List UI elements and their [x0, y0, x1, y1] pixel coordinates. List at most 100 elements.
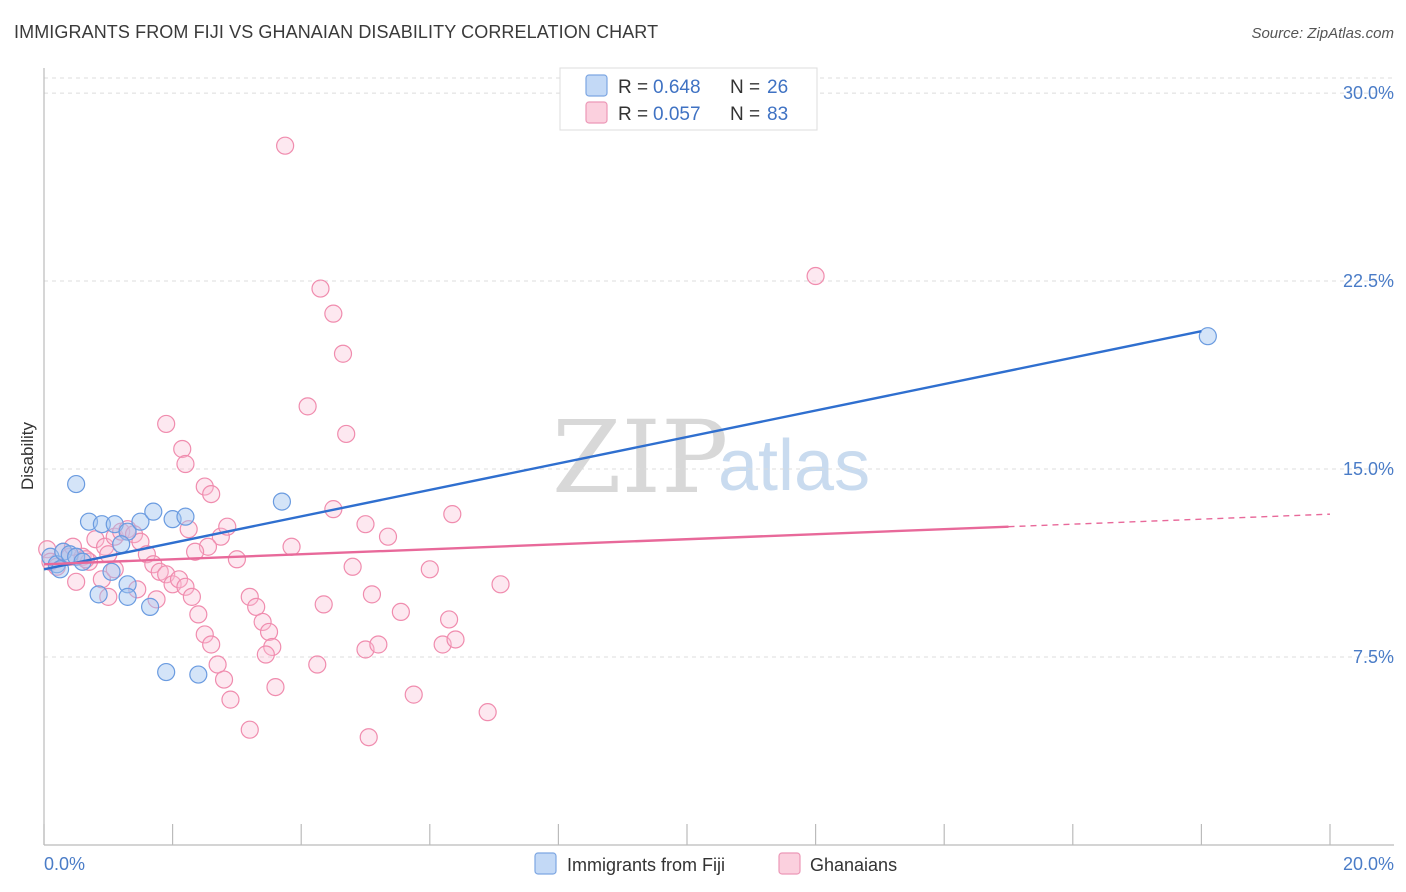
series-legend-swatch-fiji [534, 852, 557, 875]
legend-n-value-ghanaians: 83 [767, 104, 788, 125]
y-tick-label-1: 15.0% [1343, 459, 1394, 479]
ghanaians-point-23 [182, 587, 201, 606]
ghanaians-point-33 [195, 477, 214, 496]
y-axis-label: Disability [18, 421, 37, 490]
series-legend-label-fiji: Immigrants from Fiji [567, 855, 725, 875]
fiji-point-19 [118, 575, 137, 594]
ghanaians-point-26 [202, 635, 221, 654]
ghanaians-point-59 [369, 635, 388, 654]
ghanaians-point-63 [439, 610, 459, 629]
ghanaians-point-80 [362, 585, 382, 604]
ghanaians-point-81 [391, 602, 410, 622]
legend-swatch-ghanaians [585, 101, 608, 124]
ghanaians-point-21 [169, 570, 189, 589]
correlation-legend: R = 0.648 N = 26 R = 0.057 N = 83 [559, 67, 818, 131]
ghanaians-point-64 [443, 505, 462, 524]
trend-line-fiji [43, 330, 1202, 571]
fiji-point-20 [118, 587, 137, 606]
ghanaians-point-58 [359, 728, 378, 747]
ghanaians-point-61 [404, 685, 423, 704]
y-tick-labels: 7.5% 15.0% 22.5% 30.0% [1343, 83, 1394, 667]
series-legend-label-ghanaians: Ghanaians [810, 855, 897, 875]
ghanaians-point-51 [333, 344, 353, 363]
ghanaians-point-82 [420, 560, 439, 579]
ghanaians-point-45 [240, 720, 259, 739]
ghanaians-point-48 [298, 397, 317, 416]
ghanaians-point-79 [308, 655, 327, 674]
ghanaians-point-49 [311, 279, 330, 298]
fiji-point-22 [157, 662, 176, 682]
ghanaians-point-39 [240, 587, 259, 606]
ghanaians-point-50 [324, 304, 343, 323]
ghanaians-point-78 [256, 645, 275, 664]
ghanaians-point-71 [147, 590, 166, 609]
y-tick-label-3: 30.0% [1343, 83, 1394, 103]
fiji-point-17 [102, 562, 121, 581]
ghanaians-point-44 [266, 677, 285, 697]
ghanaians-point-54 [314, 595, 333, 614]
series-legend-swatch-ghanaians [778, 852, 801, 875]
ghanaians-point-40 [247, 597, 266, 616]
fiji-point-15 [272, 492, 292, 511]
axes [43, 68, 1394, 846]
trend-layer [43, 330, 1331, 571]
legend-n-label-fiji: N = [730, 77, 760, 98]
ghanaians-point-77 [186, 542, 205, 561]
ghanaians-point-60 [378, 527, 398, 546]
x-tick-label-max: 20.0% [1343, 854, 1394, 874]
ghanaians-point-7 [86, 530, 105, 549]
ghanaians-point-38 [227, 550, 246, 569]
fiji-point-11 [131, 512, 150, 531]
legend-r-label-ghanaians: R = [618, 104, 648, 125]
watermark-atlas: atlas [718, 426, 870, 506]
trend-line-ghanaians-extension [1008, 513, 1331, 528]
ghanaians-point-46 [276, 136, 295, 155]
fiji-point-21 [140, 597, 160, 616]
ghanaians-point-34 [202, 484, 221, 504]
ghanaians-point-55 [343, 557, 362, 576]
ghanaians-point-24 [189, 605, 208, 624]
ghanaians-point-47 [282, 537, 301, 556]
fiji-point-6 [67, 474, 86, 494]
ghanaians-point-42 [259, 622, 279, 642]
chart-source: Source: ZipAtlas.com [1251, 25, 1394, 42]
legend-n-value-fiji: 26 [767, 77, 788, 98]
watermark-zip: ZIP [552, 399, 728, 516]
fiji-point-18 [89, 585, 108, 604]
points-layer [38, 136, 1217, 747]
x-tick-label-min: 0.0% [44, 854, 85, 874]
legend-r-label-fiji: R = [618, 77, 648, 98]
fiji-point-24 [1198, 327, 1217, 346]
legend-r-value-fiji: 0.648 [653, 77, 701, 98]
fiji-point-12 [144, 502, 163, 521]
legend-r-value-ghanaians: 0.057 [653, 104, 701, 125]
ghanaians-point-32 [176, 454, 195, 474]
fiji-point-23 [189, 665, 208, 684]
y-tick-label-2: 22.5% [1343, 271, 1394, 291]
ghanaians-point-68 [806, 266, 825, 286]
ghanaians-point-25 [195, 625, 214, 644]
ghanaians-point-4 [67, 572, 86, 591]
y-tick-label-0: 7.5% [1353, 647, 1394, 667]
ghanaians-point-27 [208, 655, 227, 674]
fiji-point-14 [176, 507, 195, 526]
ghanaians-point-22 [176, 577, 195, 596]
ghanaians-point-70 [128, 580, 147, 599]
ghanaians-point-52 [337, 424, 356, 444]
watermark: ZIP atlas [552, 399, 870, 516]
ghanaians-point-31 [173, 439, 192, 459]
fiji-point-16 [112, 535, 131, 554]
ghanaians-point-56 [356, 515, 375, 534]
ghanaians-point-66 [478, 703, 497, 722]
fiji-point-8 [92, 515, 111, 534]
legend-n-label-ghanaians: N = [730, 104, 760, 125]
trend-line-ghanaians [43, 525, 1009, 566]
ghanaians-point-67 [491, 575, 510, 594]
ghanaians-point-28 [214, 670, 234, 689]
series-legend: Immigrants from Fiji Ghanaians [534, 852, 897, 875]
ghanaians-point-29 [221, 690, 240, 709]
gridlines [44, 77, 1394, 658]
ghanaians-point-65 [446, 630, 465, 649]
ghanaians-point-43 [263, 637, 282, 657]
